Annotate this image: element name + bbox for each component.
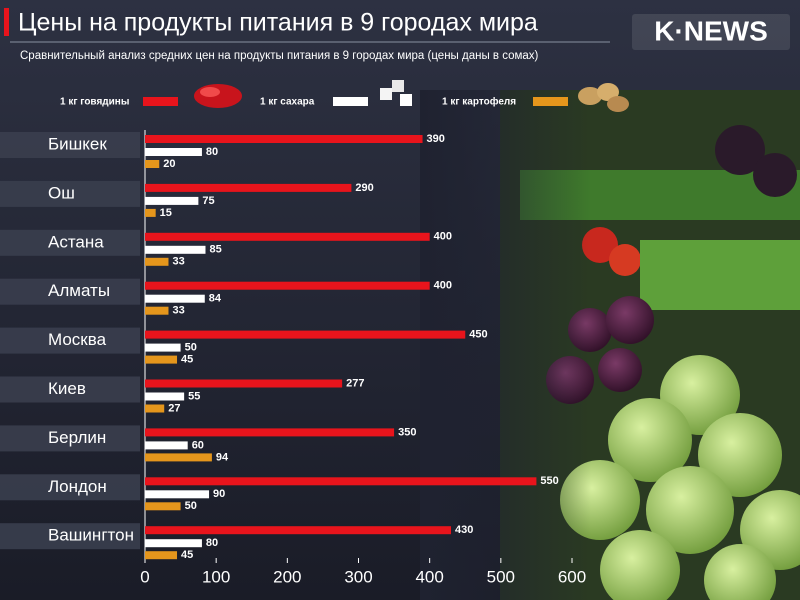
logo: K·NEWS [654,15,768,46]
bar [145,355,178,364]
data-label: 80 [206,537,218,549]
data-label: 20 [163,158,175,170]
data-label: 33 [172,305,184,317]
bar [145,477,537,486]
data-label: 400 [434,280,452,292]
y-tick-label: Ош [48,183,75,202]
bar [145,539,202,548]
y-tick-label: Бишкек [48,134,107,153]
y-tick-label: Астана [48,232,104,251]
bar [145,160,160,168]
y-tick-label: Лондон [48,477,107,496]
bar [145,330,466,339]
chart-title: Цены на продукты питания в 9 городах мир… [18,9,538,37]
bar [145,196,199,205]
data-label: 55 [188,390,200,402]
data-label: 80 [206,146,218,158]
category-band [0,523,140,550]
bar [145,183,352,192]
data-label: 390 [427,133,445,145]
category-band [0,180,140,207]
bar [145,135,423,143]
data-label: 50 [185,342,197,354]
bar [145,526,452,535]
data-label: 84 [209,293,222,305]
bar [145,551,178,560]
data-label: 90 [213,488,225,500]
bar [145,281,430,290]
bar [145,490,210,499]
x-tick-label: 600 [558,567,586,586]
data-label: 33 [172,256,184,268]
data-label: 430 [455,524,473,536]
x-tick-label: 400 [415,567,443,586]
y-tick-label: Киев [48,379,86,398]
data-label: 350 [398,426,416,438]
bar [145,343,181,352]
category-band [0,425,140,452]
bar [145,392,185,401]
x-tick-label: 0 [140,567,149,586]
data-label: 450 [469,329,487,341]
bar [145,453,212,462]
category-band [0,132,140,158]
data-label: 550 [540,475,558,487]
data-label: 75 [202,195,214,207]
chart-subtitle: Сравнительный анализ средних цен на прод… [20,50,539,62]
bar [145,441,188,450]
data-label: 45 [181,354,193,366]
data-label: 290 [355,182,373,194]
category-band [0,376,140,403]
data-label: 27 [168,402,180,414]
category-band [0,327,140,354]
bar [145,379,343,388]
y-tick-label: Вашингтон [48,526,134,545]
logo-box [632,14,790,50]
legend-swatch [533,97,568,106]
y-tick-label: Москва [48,330,107,349]
bar [145,257,169,266]
data-label: 400 [434,231,452,243]
title-accent [4,8,9,36]
data-label: 85 [209,244,221,256]
vegetables-photo [420,90,800,600]
bar [145,294,205,303]
legend-swatch [333,97,368,106]
category-band [0,474,140,501]
legend-label: 1 кг картофеля [442,96,516,108]
y-tick-label: Берлин [48,428,106,447]
bar [145,245,206,254]
bar [145,502,181,511]
bar [145,306,169,315]
bar [145,404,165,413]
legend-label: 1 кг сахара [260,97,315,108]
data-label: 15 [160,207,172,219]
bar [145,148,202,156]
x-tick-label: 100 [202,567,230,586]
legend-swatch [143,97,178,106]
category-band [0,229,140,256]
data-label: 45 [181,549,193,561]
x-tick-label: 300 [344,567,372,586]
legend-label: 1 кг говядины [60,97,129,108]
bar [145,232,430,241]
data-label: 94 [216,451,229,463]
data-label: 50 [185,500,197,512]
x-tick-label: 500 [487,567,515,586]
bar [145,428,395,437]
data-label: 60 [192,439,204,451]
y-tick-label: Алматы [48,281,110,300]
bar [145,208,156,217]
legend-icons [194,80,629,112]
category-band [0,278,140,305]
x-tick-label: 200 [273,567,301,586]
data-label: 277 [346,377,364,389]
